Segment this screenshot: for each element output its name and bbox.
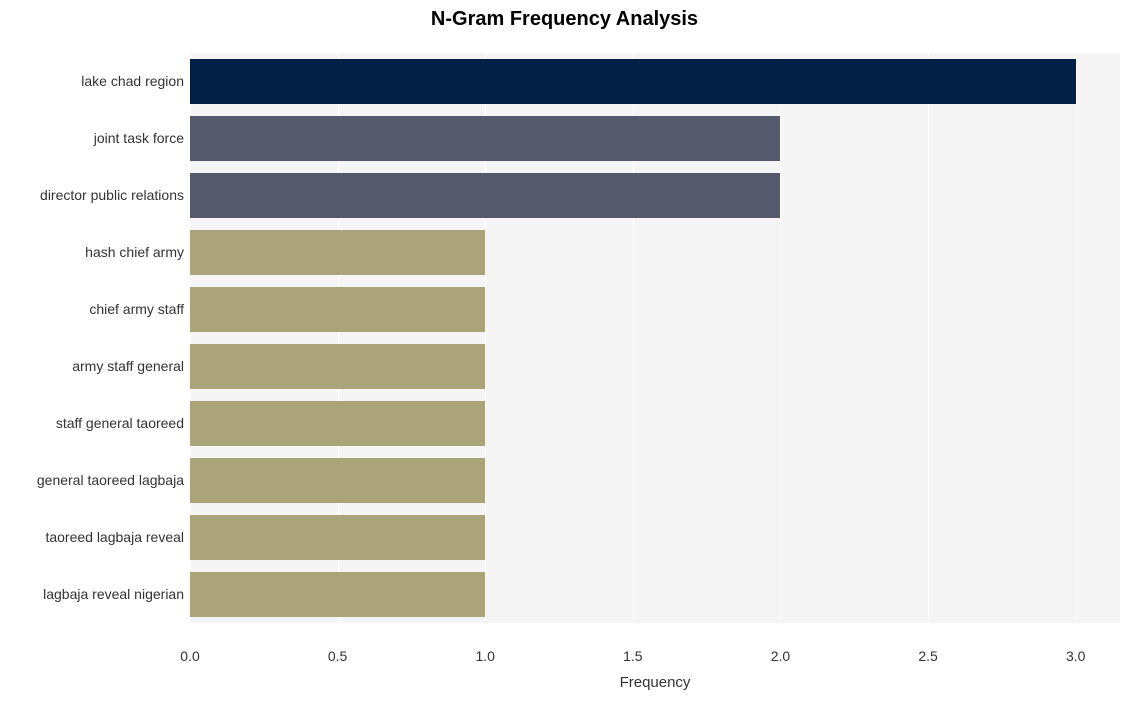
gridline <box>928 35 929 640</box>
bar <box>190 173 780 218</box>
bar <box>190 401 485 446</box>
bar <box>190 515 485 560</box>
y-tick-label: general taoreed lagbaja <box>37 472 184 488</box>
x-tick-label: 1.5 <box>623 648 642 664</box>
y-tick-label: staff general taoreed <box>56 415 184 431</box>
x-tick-label: 3.0 <box>1066 648 1085 664</box>
y-tick-label: army staff general <box>72 358 184 374</box>
x-tick-label: 0.5 <box>328 648 347 664</box>
bar <box>190 287 485 332</box>
bar <box>190 230 485 275</box>
y-tick-label: hash chief army <box>85 244 184 260</box>
bar <box>190 344 485 389</box>
gridline <box>780 35 781 640</box>
gridline <box>1076 35 1077 640</box>
x-axis-label: Frequency <box>190 674 1120 691</box>
bar <box>190 59 1076 104</box>
x-tick-label: 2.0 <box>771 648 790 664</box>
chart-container: N-Gram Frequency Analysis 0.00.51.01.52.… <box>0 0 1129 701</box>
y-tick-label: taoreed lagbaja reveal <box>45 529 184 545</box>
x-tick-label: 2.5 <box>918 648 937 664</box>
y-tick-label: director public relations <box>40 187 184 203</box>
x-tick-label: 1.0 <box>476 648 495 664</box>
y-tick-label: joint task force <box>94 130 184 146</box>
bar <box>190 116 780 161</box>
x-tick-label: 0.0 <box>180 648 199 664</box>
chart-title: N-Gram Frequency Analysis <box>0 8 1129 31</box>
y-tick-label: chief army staff <box>89 301 184 317</box>
plot-area: 0.00.51.01.52.02.53.0lake chad regionjoi… <box>190 35 1120 640</box>
y-tick-label: lake chad region <box>81 73 184 89</box>
bar <box>190 458 485 503</box>
bar <box>190 572 485 617</box>
y-tick-label: lagbaja reveal nigerian <box>43 586 184 602</box>
